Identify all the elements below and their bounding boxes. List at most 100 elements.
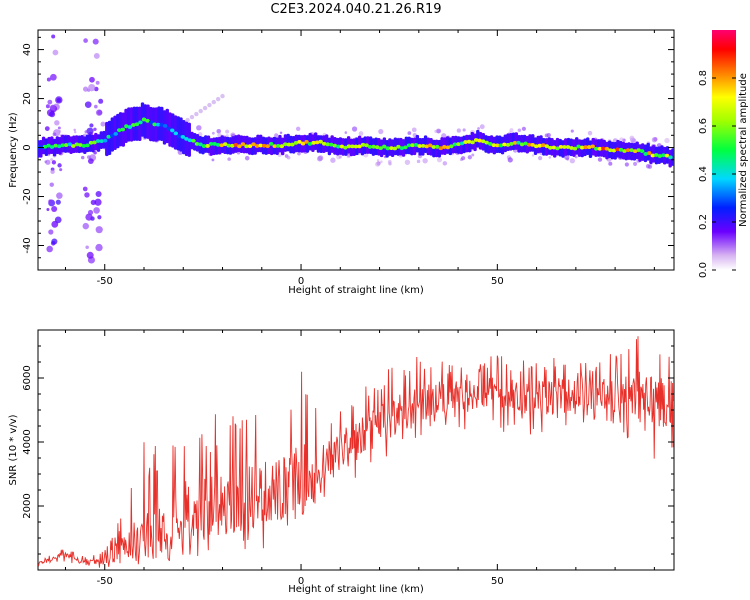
spectrogram-haze [196,125,202,131]
spectrogram-cell [96,134,101,152]
spectrogram-core-cell [569,146,574,150]
spectrogram-haze [100,121,106,127]
spectrogram-haze [416,159,421,164]
spectrogram-core-cell [657,154,663,158]
spectrogram-streak-blob [93,53,100,59]
spectrogram-ytick-label: 20 [22,92,33,105]
snr-series-line [38,336,674,568]
spectrogram-streak-blob [48,229,54,235]
spectrogram-core-cell [198,142,203,147]
spectrogram-core-cell [466,139,472,144]
spectrogram-haze [84,130,88,134]
spectrogram-core-cell [269,142,274,146]
spectrogram-core-cell [81,143,87,148]
spectrogram-haze [317,155,323,162]
spectrogram-haze [225,134,229,138]
spectrogram-streak-blob [46,245,53,253]
spectrogram-xtick-label: 50 [491,276,504,287]
spectrogram-cell [176,116,180,151]
spectrogram-xlabel: Height of straight line (km) [288,285,424,296]
spectrogram-core-cell [417,144,422,148]
spectrogram-haze [346,154,351,159]
spectrogram-core-cell [276,144,281,148]
spectrogram-haze [380,160,383,163]
spectrogram-streak-blob [207,102,212,108]
spectrogram-xtick-label: -50 [97,276,113,287]
spectrogram-haze [407,131,412,135]
spectrogram-core-cell [495,143,500,148]
spectrogram-streak-blob [48,199,53,204]
spectrogram-core-cell [526,142,532,147]
spectrogram-streak-blob [89,123,94,128]
spectrogram-core-cell [410,143,415,148]
spectrogram-core-cell [579,145,585,150]
spectrogram-haze [664,137,670,144]
spectrogram-core-cell [488,141,493,146]
spectrogram-haze [411,127,417,133]
spectrogram-streak-blob [215,96,221,102]
spectrogram-streak-blob [51,160,57,165]
spectrogram-streak-blob [83,86,89,92]
spectrogram-core-cell [629,148,634,152]
spectrogram-core-cell [290,142,295,147]
spectrogram-haze [216,129,221,134]
spectrogram-streak-blob [57,126,61,130]
spectrogram-core-cell [71,144,76,148]
spectrogram-core-cell [551,145,557,150]
spectrogram-streak-blob [95,80,100,85]
snr-xtick-label: -50 [97,576,113,587]
spectrogram-core-cell [371,144,376,149]
spectrogram-core-cell [661,153,666,158]
spectrogram-core-cell [240,142,246,147]
spectrogram-haze [436,129,441,134]
spectrogram-core-cell [102,138,108,143]
spectrogram-cell [286,133,290,152]
spectrogram-core-cell [57,144,62,149]
spectrogram-core-cell [364,143,369,148]
spectrogram-streak-blob [55,96,63,104]
spectrogram-ytick-label: 0 [22,144,33,150]
colorbar: 0.0 0.2 0.4 0.6 0.8 Normalized spectral ampl… [698,30,749,278]
spectrogram-cell [561,140,565,158]
spectrogram-haze [338,155,342,159]
spectrogram-haze [81,155,85,160]
spectrogram-core-cell [509,142,514,146]
spectrogram-core-cell [565,145,571,149]
spectrogram-streak-blob [85,245,89,250]
spectrogram-cell [316,135,321,153]
spectrogram-streak-blob [49,111,56,118]
spectrogram-cell [212,137,216,156]
spectrogram-core-cell [558,145,564,149]
spectrogram-core-cell [336,144,341,149]
spectrogram-core-cell [541,143,546,148]
spectrogram-core-cell [647,151,652,155]
spectrogram-core-cell [244,144,249,149]
spectrogram-core-cell [590,144,595,149]
spectrogram-core-cell [297,139,302,144]
spectrogram-haze [509,128,514,133]
spectrogram-cell [250,137,255,156]
spectrogram-core-cell [420,143,426,148]
spectrogram-cell [462,135,466,154]
spectrogram-core-cell [442,145,447,149]
spectrogram-cell [509,133,513,151]
snr-ytick-label: 4000 [22,429,33,454]
spectrogram-core-cell [46,143,51,148]
colorbar-label: Normalized spectral amplitude [738,73,749,227]
spectrogram-cell [143,104,147,139]
spectrogram-core-cell [191,138,196,143]
spectrogram-core-cell [145,118,150,123]
spectrogram-core-cell [353,144,359,149]
spectrogram-core-cell [473,138,479,142]
spectrogram-core-cell [643,152,648,156]
spectrogram-core-cell [523,141,528,146]
spectrogram-core-cell [180,135,186,139]
spectrogram-core-cell [392,146,398,151]
spectrogram-streak-blob [59,168,63,172]
snr-xlabel: Height of straight line (km) [288,584,424,595]
spectrogram-haze [279,131,283,134]
spectrogram-haze [295,126,301,132]
spectrogram-core-cell [283,142,288,147]
spectrogram-haze [330,157,336,163]
spectrogram-core-cell [201,144,207,148]
